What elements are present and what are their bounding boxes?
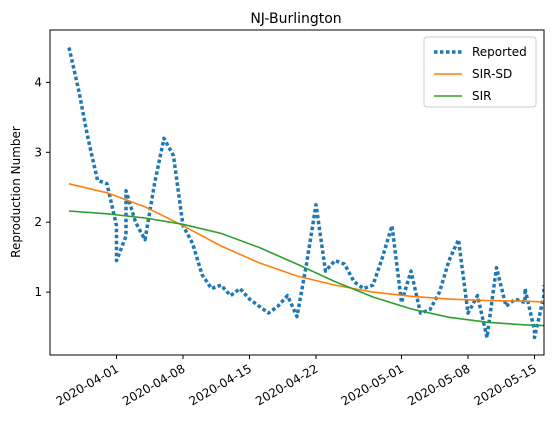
legend-label: Reported [472,45,527,59]
legend-label: SIR [472,89,492,103]
y-axis-label: Reproduction Number [9,126,23,258]
y-tick-label: 2 [34,215,42,229]
y-tick-label: 4 [34,75,42,89]
y-tick-label: 1 [34,285,42,299]
y-axis: 1 2 3 4 [34,75,50,299]
legend-label: SIR-SD [472,67,512,81]
plot-area-frame [49,29,545,356]
legend: Reported SIR-SD SIR [423,36,537,108]
series-line-sir [68,210,544,327]
series-line-reported [67,47,544,340]
legend-box [423,36,537,108]
chart-title: NJ-Burlington [250,11,341,27]
series-layer [67,47,544,340]
y-tick-label: 3 [34,145,42,159]
series-line-sir-sd [68,183,544,303]
